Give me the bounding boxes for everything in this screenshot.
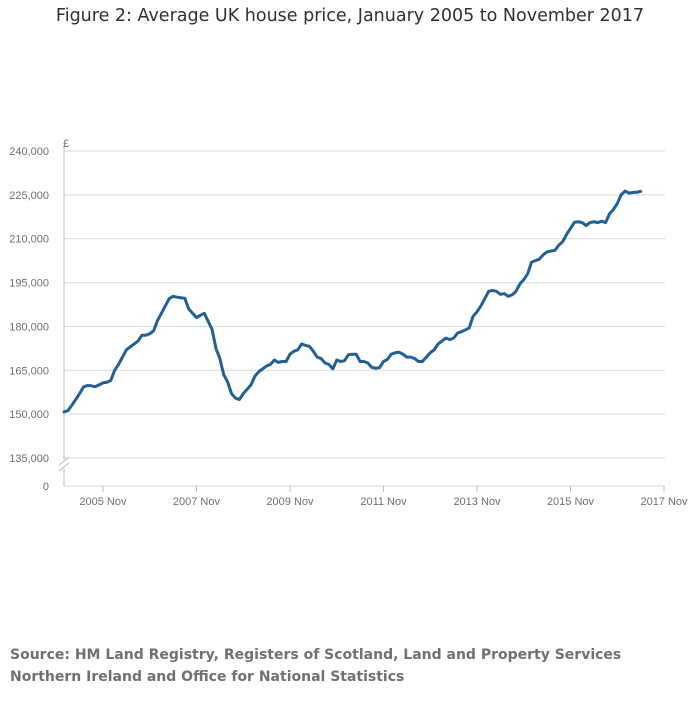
y-tick-label: 150,000 xyxy=(9,409,49,421)
y-tick-label: 180,000 xyxy=(9,321,49,333)
y-tick-label: 240,000 xyxy=(9,146,49,158)
y-axis-unit-label: £ xyxy=(63,138,69,150)
y-axis-ticks: 240,000 225,000 210,000 195,000 180,000 165,0… xyxy=(9,146,49,493)
axes xyxy=(58,146,70,486)
y-tick-label: 225,000 xyxy=(9,190,49,202)
y-tick-label: 195,000 xyxy=(9,278,49,290)
y-tick-label: 165,000 xyxy=(9,365,49,377)
chart-title: Figure 2: Average UK house price, Januar… xyxy=(55,6,645,26)
y-tick-label: 135,000 xyxy=(9,453,49,465)
series-line-average-house-price xyxy=(62,189,643,414)
x-tick-label: 2007 Nov xyxy=(173,496,221,508)
axis-break-mark xyxy=(58,462,70,472)
gridlines xyxy=(64,150,665,487)
y-tick-label: 210,000 xyxy=(9,234,49,246)
x-tick-label: 2015 Nov xyxy=(547,496,595,508)
line-chart: 240,000 225,000 210,000 195,000 180,000 165,0… xyxy=(9,138,688,508)
x-tick-label: 2017 Nov xyxy=(640,496,688,508)
source-note: Source: HM Land Registry, Registers of S… xyxy=(10,647,622,685)
x-tick-label: 2011 Nov xyxy=(360,496,407,508)
x-tick-label: 2009 Nov xyxy=(266,496,314,508)
axis-break-mark xyxy=(58,456,70,466)
x-tick-label: 2005 Nov xyxy=(79,496,127,508)
y-tick-label-zero: 0 xyxy=(43,481,49,493)
series-layer xyxy=(62,189,643,414)
x-axis-ticks: 2005 Nov 2007 Nov 2009 Nov 2011 Nov 2013 Nov… xyxy=(79,486,688,508)
x-tick-label: 2013 Nov xyxy=(453,496,501,508)
